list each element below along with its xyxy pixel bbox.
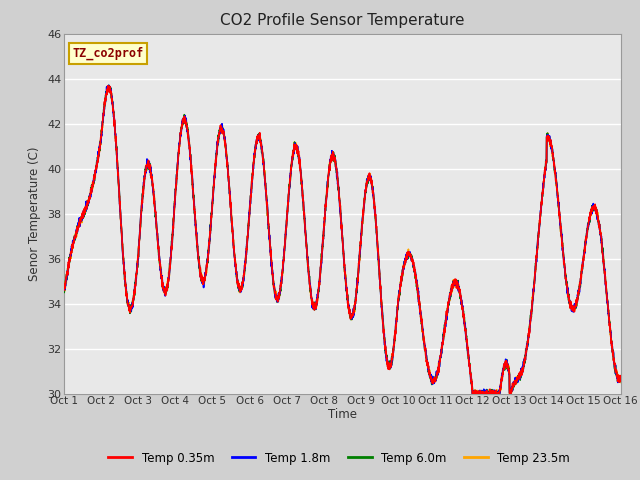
Text: TZ_co2prof: TZ_co2prof — [72, 47, 143, 60]
X-axis label: Time: Time — [328, 408, 357, 421]
Title: CO2 Profile Sensor Temperature: CO2 Profile Sensor Temperature — [220, 13, 465, 28]
Legend: Temp 0.35m, Temp 1.8m, Temp 6.0m, Temp 23.5m: Temp 0.35m, Temp 1.8m, Temp 6.0m, Temp 2… — [104, 447, 575, 469]
Y-axis label: Senor Temperature (C): Senor Temperature (C) — [28, 146, 42, 281]
